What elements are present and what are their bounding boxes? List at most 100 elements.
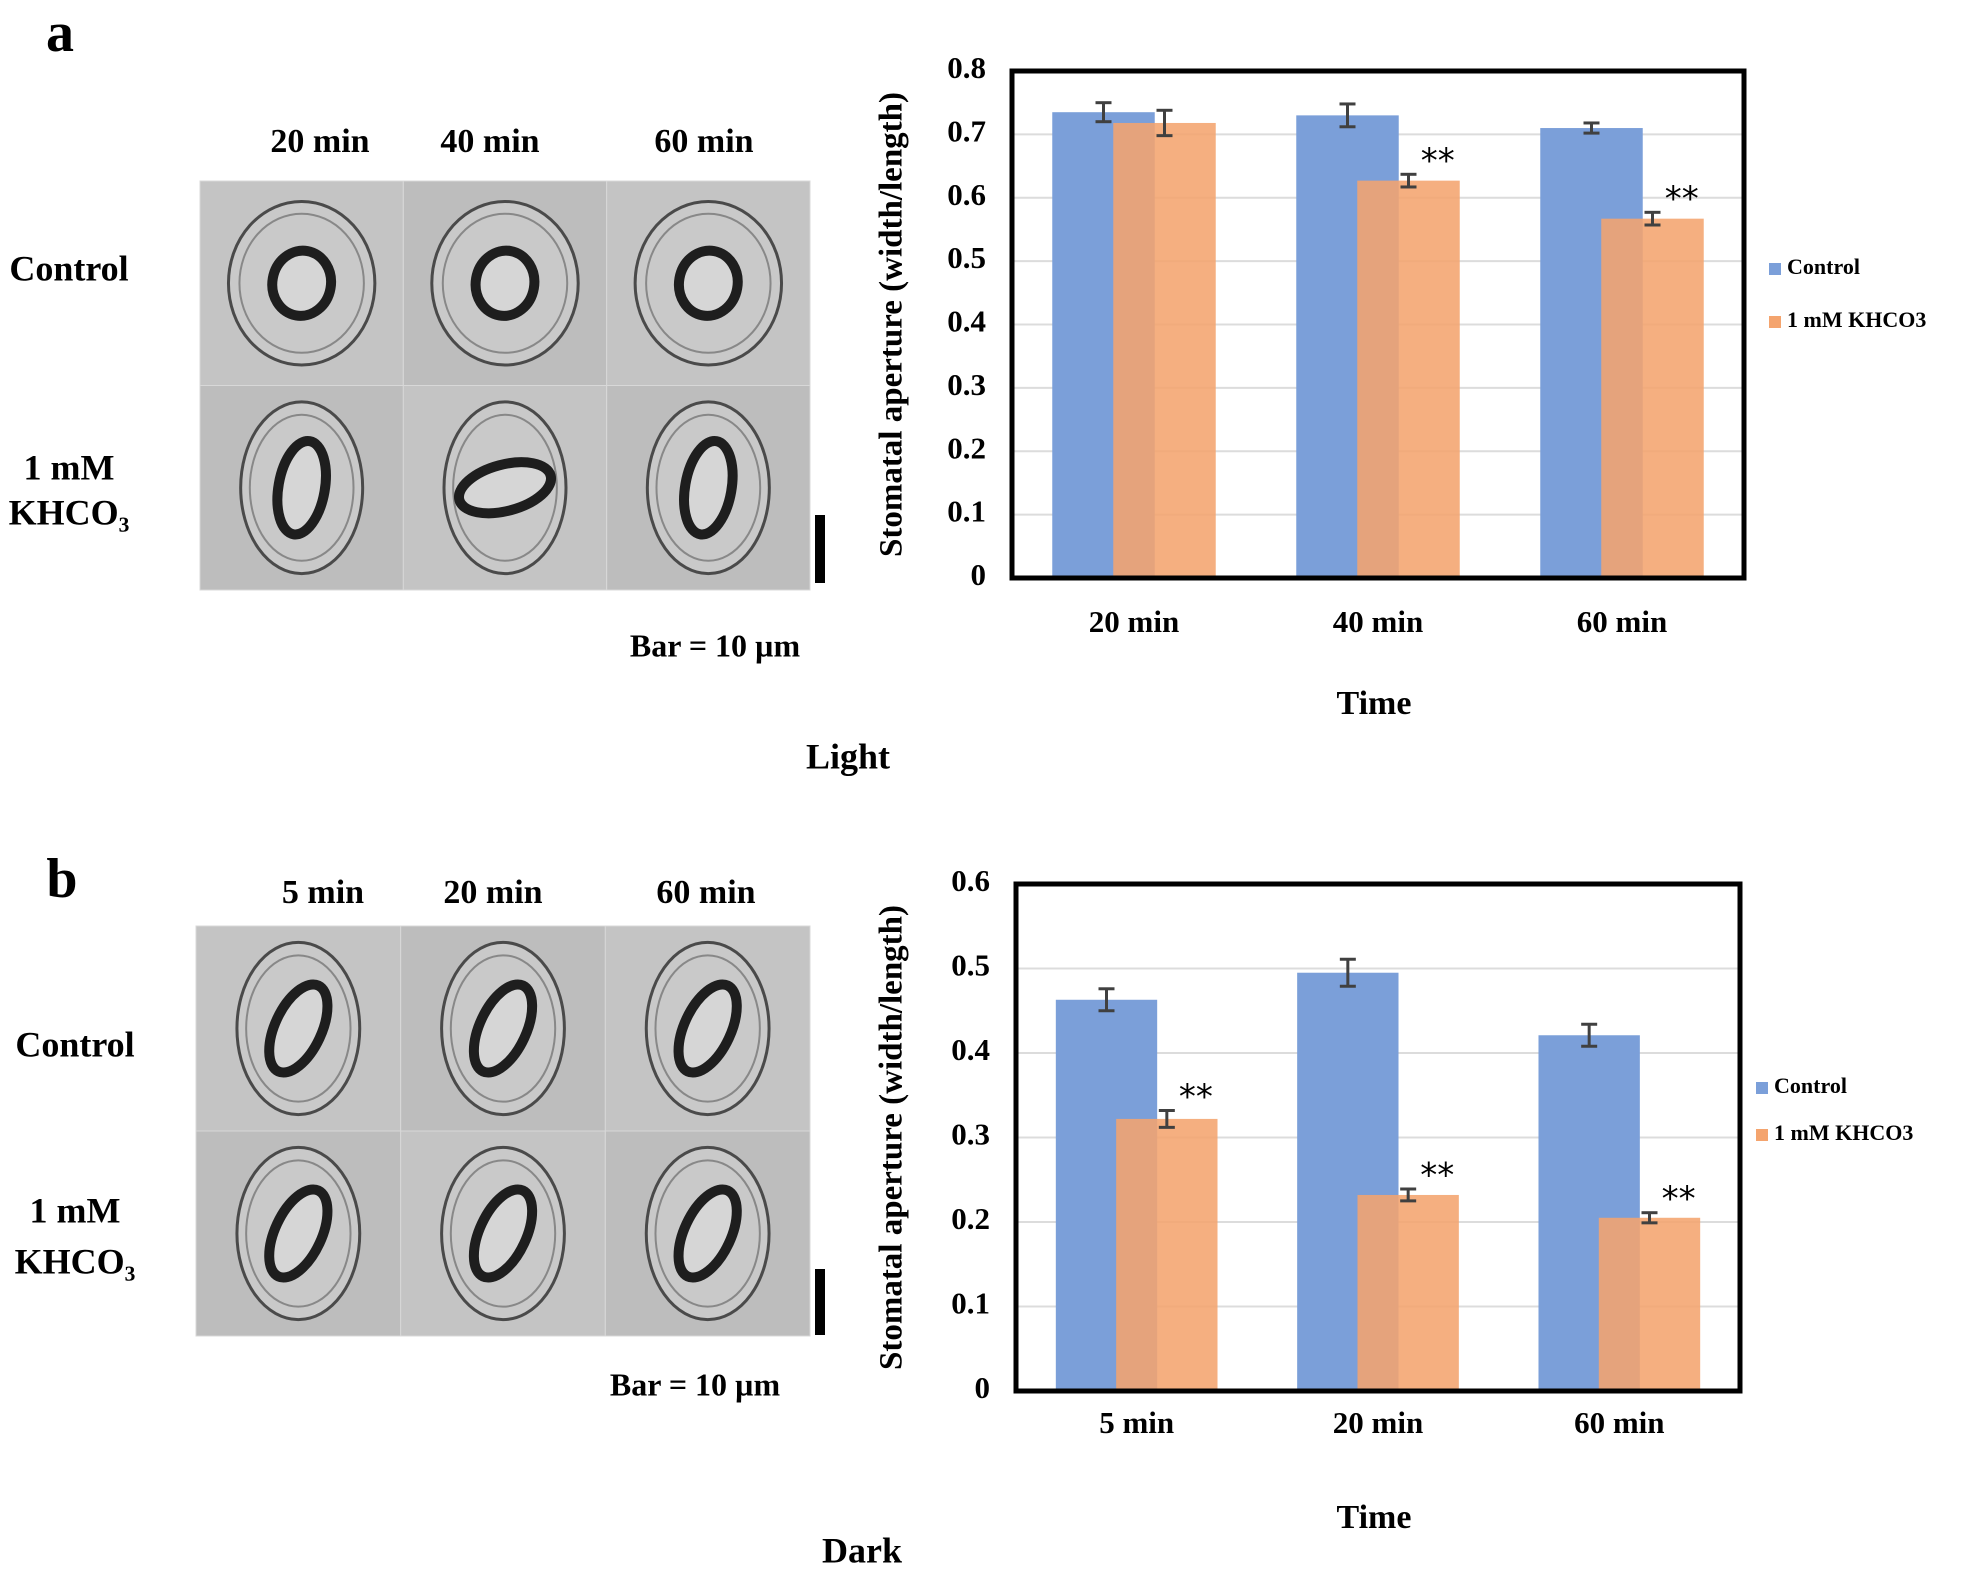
error-bar [1098, 987, 1115, 1013]
row-label: 1 mM [30, 1190, 121, 1230]
pore [272, 436, 331, 540]
y-axis-title: Stomatal aperture (width/length) [874, 92, 910, 557]
significance-marker: ** [1420, 1156, 1454, 1196]
x-tick-label: 20 min [1089, 604, 1179, 639]
error-bar [1644, 210, 1661, 227]
x-axis-title: Time [1337, 1499, 1412, 1536]
condition-label: Dark [822, 1530, 902, 1570]
legend-swatch [1769, 263, 1781, 275]
y-tick-label: 0.5 [951, 948, 990, 983]
error-bar [1156, 108, 1173, 138]
pore [453, 457, 557, 519]
legend-label: Control [1774, 1073, 1847, 1098]
bar [1113, 122, 1216, 578]
guard-cell-inner [452, 413, 558, 562]
bar [1116, 1118, 1218, 1391]
y-tick-label: 0 [975, 1370, 991, 1405]
guard-cell-inner [245, 954, 352, 1103]
pore [264, 1184, 333, 1283]
pore [468, 1184, 538, 1283]
pore [679, 436, 738, 540]
y-tick-label: 0 [971, 557, 987, 592]
scale-bar-label: Bar = 10 µm [630, 627, 801, 663]
column-label: 5 min [282, 874, 364, 911]
y-tick-label: 0.2 [947, 430, 986, 465]
pore [470, 245, 540, 321]
y-tick-label: 0.2 [951, 1201, 990, 1236]
pore [673, 979, 742, 1078]
bar [1598, 1217, 1701, 1391]
guard-cell-inner [654, 1159, 761, 1308]
significance-marker: ** [1665, 179, 1699, 219]
panel-label: a [46, 2, 74, 64]
column-label: 20 min [270, 123, 369, 160]
y-tick-label: 0.3 [951, 1117, 990, 1152]
row-label: Control [9, 248, 128, 288]
pore [673, 1184, 742, 1283]
y-tick-label: 0.1 [951, 1286, 990, 1321]
scale-bar [815, 515, 825, 583]
plot-frame [1009, 68, 1747, 581]
pore [264, 979, 333, 1078]
guard-cell-inner [449, 1159, 557, 1308]
error-bar [1158, 1108, 1175, 1129]
error-bar [1339, 957, 1356, 988]
x-tick-label: 5 min [1099, 1405, 1174, 1440]
y-tick-label: 0.3 [947, 367, 986, 402]
bar [1357, 180, 1460, 579]
row-label: KHCO₃ [9, 492, 130, 532]
row-label: KHCO₃ [15, 1241, 136, 1281]
x-tick-label: 20 min [1333, 1405, 1423, 1440]
error-bar [1641, 1211, 1658, 1225]
row-label: 1 mM [24, 447, 115, 487]
y-tick-label: 0.7 [947, 113, 986, 148]
pore [267, 245, 337, 321]
bar [1357, 1194, 1459, 1391]
pore [468, 979, 538, 1078]
y-tick-label: 0.5 [947, 240, 986, 275]
row-label: Control [15, 1024, 134, 1064]
legend-swatch [1756, 1082, 1768, 1094]
legend-label: 1 mM KHCO3 [1774, 1120, 1913, 1145]
x-axis-title: Time [1337, 685, 1412, 722]
y-tick-label: 0.1 [947, 494, 986, 529]
error-bar [1400, 1187, 1417, 1203]
legend-swatch [1756, 1129, 1768, 1141]
column-label: 40 min [440, 123, 539, 160]
pore [673, 245, 743, 321]
condition-label: Light [806, 736, 890, 776]
significance-marker: ** [1179, 1077, 1213, 1117]
y-tick-label: 0.4 [947, 304, 986, 339]
y-tick-label: 0.6 [947, 177, 986, 212]
legend-swatch [1769, 316, 1781, 328]
guard-cell-inner [238, 212, 365, 354]
error-bar [1583, 121, 1600, 135]
y-tick-label: 0.6 [951, 863, 990, 898]
error-bar [1339, 102, 1356, 129]
bar [1601, 218, 1704, 578]
x-tick-label: 40 min [1333, 604, 1423, 639]
y-tick-label: 0.8 [947, 50, 986, 85]
error-bar [1095, 101, 1112, 124]
panel-label: b [46, 848, 77, 910]
significance-marker: ** [1421, 141, 1455, 181]
guard-cell-inner [441, 212, 569, 354]
column-label: 60 min [656, 874, 755, 911]
error-bar [1581, 1022, 1598, 1048]
y-tick-label: 0.4 [951, 1032, 990, 1067]
legend-label: 1 mM KHCO3 [1787, 307, 1926, 332]
guard-cell-inner [245, 1159, 352, 1308]
x-tick-label: 60 min [1574, 1405, 1664, 1440]
plot-frame [1013, 881, 1743, 1394]
x-tick-label: 60 min [1577, 604, 1667, 639]
guard-cell-inner [645, 212, 772, 354]
legend-label: Control [1787, 254, 1860, 279]
column-label: 20 min [443, 874, 542, 911]
scale-bar-label: Bar = 10 µm [610, 1366, 781, 1402]
y-axis-title: Stomatal aperture (width/length) [874, 905, 910, 1370]
error-bar [1400, 172, 1417, 189]
guard-cell-inner [654, 954, 761, 1103]
significance-marker: ** [1662, 1179, 1696, 1219]
guard-cell-inner [248, 413, 355, 562]
